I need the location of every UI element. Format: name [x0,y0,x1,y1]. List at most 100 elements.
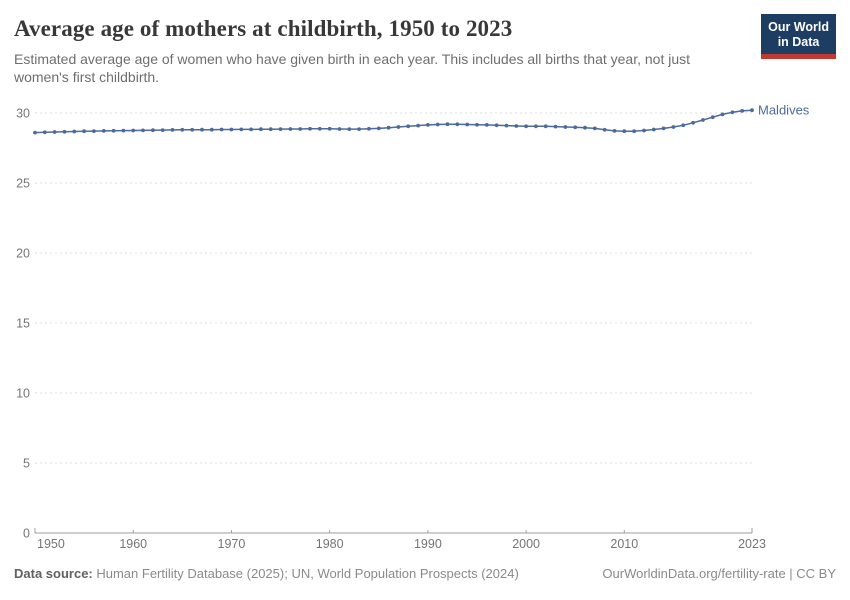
data-point-maldives-1985 [376,126,381,131]
data-point-maldives-1994 [465,122,470,127]
data-point-maldives-2001 [534,124,538,129]
data-point-maldives-1962 [151,128,155,133]
data-point-maldives-1987 [396,125,401,129]
data-point-maldives-2023 [750,108,754,113]
data-point-maldives-1997 [494,123,499,128]
y-tick-label-0: 0 [23,527,30,541]
data-point-maldives-1963 [160,128,165,132]
chart-area: 0 5 10 15 20 25 30 1950 1960 1970 1980 1990 2000 2010… [0,98,850,560]
x-tick-label-2000: 2000 [512,537,540,551]
y-tick-label-10: 10 [16,387,30,401]
data-source-label: Data source: [14,566,93,581]
data-point-maldives-2012 [642,128,646,133]
data-point-maldives-1964 [170,128,175,132]
data-point-maldives-1961 [141,128,145,133]
data-point-maldives-2005 [573,125,578,130]
data-point-maldives-2003 [553,124,558,129]
x-tick-label-1980: 1980 [316,537,344,551]
data-point-maldives-1977 [298,127,303,131]
chart-footer: Data source: Human Fertility Database (2… [0,560,850,583]
x-tick-label-2010: 2010 [610,537,638,551]
data-point-maldives-1982 [347,127,352,131]
data-source: Data source: Human Fertility Database (2… [14,566,519,583]
data-point-maldives-1979 [317,126,322,131]
data-point-maldives-2000 [524,124,528,129]
data-point-maldives-1969 [219,127,224,132]
data-point-maldives-2008 [602,127,607,132]
series-label-maldives[interactable]: Maldives [758,103,810,118]
data-point-maldives-1956 [92,129,96,133]
data-point-maldives-1974 [268,127,273,132]
data-point-maldives-1990 [426,123,430,127]
data-point-maldives-2014 [661,126,666,131]
data-point-maldives-1984 [367,126,371,131]
data-point-maldives-2004 [563,125,568,129]
data-point-maldives-2011 [632,129,636,134]
data-source-text: Human Fertility Database (2025); UN, Wor… [92,566,519,581]
data-point-maldives-1995 [475,122,479,127]
data-point-maldives-2020 [720,112,725,117]
data-point-maldives-1989 [416,123,420,128]
data-point-maldives-2015 [671,125,676,129]
data-point-maldives-2019 [710,115,715,120]
x-tick-label-1950: 1950 [37,537,65,551]
y-tick-label-25: 25 [16,177,30,191]
data-point-maldives-1976 [288,127,293,131]
data-point-maldives-1998 [504,123,509,128]
data-point-maldives-1953 [62,129,67,134]
x-tick-label-2023: 2023 [738,537,766,551]
header-text: Average age of mothers at childbirth, 19… [14,15,719,86]
y-tick-label-5: 5 [23,457,30,471]
data-point-maldives-1955 [82,129,86,134]
data-point-maldives-1993 [455,122,460,127]
owid-link[interactable]: OurWorldinData.org/fertility-rate | CC B… [602,566,836,581]
data-point-maldives-1986 [386,125,391,130]
data-point-maldives-1958 [111,128,116,133]
data-point-maldives-2021 [730,110,735,115]
y-tick-label-15: 15 [16,317,30,331]
data-point-maldives-1970 [229,127,234,132]
data-point-maldives-1981 [337,127,342,131]
data-point-maldives-1960 [131,128,136,133]
data-point-maldives-1975 [278,127,283,131]
y-tick-label-30: 30 [16,107,30,121]
data-point-maldives-1951 [42,130,47,135]
data-point-maldives-2006 [583,125,587,130]
owid-logo[interactable]: Our World in Data [761,14,836,59]
data-point-maldives-1967 [200,127,204,132]
owid-logo-line2: in Data [777,34,820,49]
chart-header: Average age of mothers at childbirth, 19… [0,0,850,98]
data-point-maldives-1980 [327,126,332,131]
line-chart: 0 5 10 15 20 25 30 1950 1960 1970 1980 1990 2000 2010… [16,103,810,551]
data-point-maldives-1965 [180,127,185,132]
data-point-maldives-1996 [484,123,489,127]
data-point-maldives-1991 [435,122,440,127]
data-point-maldives-1992 [445,122,450,127]
data-point-maldives-1983 [357,127,361,131]
x-tick-label-1960: 1960 [119,537,147,551]
data-point-maldives-1954 [72,129,77,134]
x-tick-label-1990: 1990 [414,537,442,551]
data-point-maldives-1978 [308,126,312,131]
y-tick-label-20: 20 [16,247,30,261]
data-point-maldives-2013 [651,127,656,132]
data-point-maldives-1972 [249,127,254,132]
data-point-maldives-1952 [52,130,57,134]
page-title: Average age of mothers at childbirth, 19… [14,16,513,41]
data-point-maldives-1957 [101,129,106,133]
data-point-maldives-1973 [259,127,263,132]
owid-logo-line1: Our World [768,20,829,34]
data-point-maldives-2022 [740,109,745,113]
data-point-maldives-2007 [592,126,597,131]
data-point-maldives-1971 [239,127,244,132]
data-point-maldives-1968 [209,127,214,132]
data-point-maldives-1988 [406,124,411,129]
data-point-maldives-2017 [691,120,695,125]
data-point-maldives-2016 [681,123,686,128]
data-point-maldives-2009 [612,129,617,133]
data-point-maldives-2002 [543,124,548,129]
chart-subtitle: Estimated average age of women who have … [14,50,691,85]
x-tick-label-1970: 1970 [218,537,246,551]
data-point-maldives-2018 [701,118,705,122]
